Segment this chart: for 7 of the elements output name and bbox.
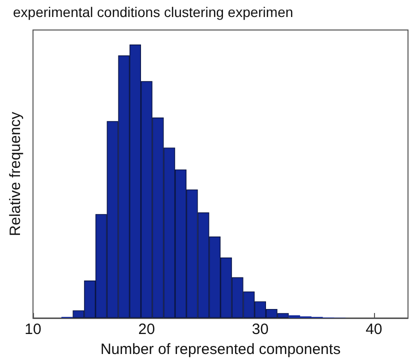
x-tick-label: 10 — [24, 321, 42, 338]
chart-title: experimental conditions clustering experimen — [13, 4, 294, 20]
x-tick-label: 30 — [252, 321, 269, 338]
x-axis-title: Number of represented components — [100, 340, 341, 358]
x-tick-label: 40 — [366, 321, 382, 338]
y-axis-title: Relative frequency — [7, 111, 24, 236]
x-tick-label: 20 — [138, 321, 155, 338]
